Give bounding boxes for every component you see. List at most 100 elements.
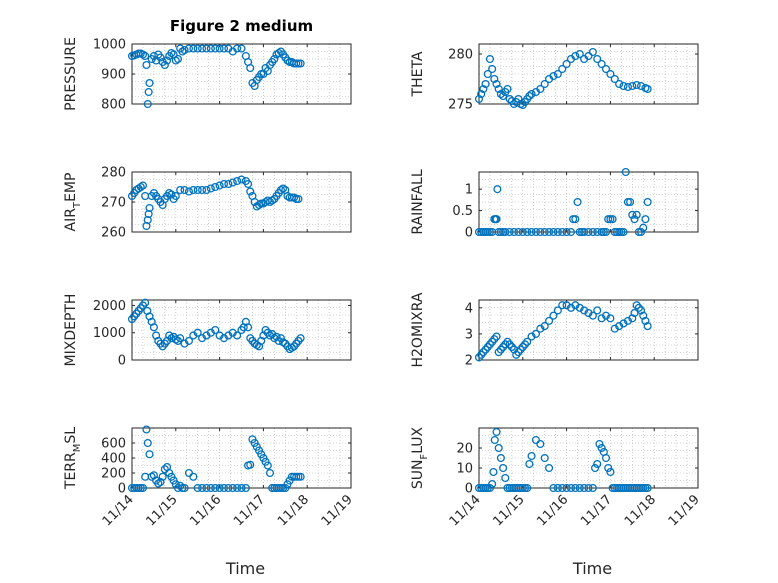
data-point bbox=[549, 227, 558, 237]
axes-box bbox=[131, 299, 352, 361]
data-point bbox=[639, 223, 648, 232]
data-point bbox=[279, 184, 288, 193]
data-point bbox=[536, 324, 545, 333]
data-point bbox=[193, 483, 202, 493]
y-axis-label: H2OMIXRA bbox=[410, 292, 426, 367]
data-point bbox=[160, 60, 169, 70]
y-tick-label: 3 bbox=[465, 327, 473, 342]
data-point bbox=[494, 443, 503, 453]
data-point bbox=[632, 210, 641, 219]
data-point bbox=[246, 460, 255, 469]
data-point bbox=[588, 311, 597, 320]
data-point bbox=[270, 54, 279, 64]
data-point bbox=[294, 194, 303, 204]
data-point bbox=[189, 44, 198, 53]
data-point bbox=[189, 185, 198, 195]
data-point bbox=[523, 483, 532, 493]
data-point bbox=[536, 227, 545, 237]
data-point bbox=[202, 44, 211, 53]
data-point bbox=[580, 483, 589, 493]
y-tick-label: 800 bbox=[101, 98, 126, 113]
data-point bbox=[136, 182, 145, 192]
data-point bbox=[553, 483, 562, 493]
data-point bbox=[178, 47, 187, 56]
subplot-7: 11/14 11/15 11/16 11/17 11/18 11/19 0200400600… bbox=[63, 425, 356, 578]
data-point bbox=[144, 209, 153, 219]
data-point bbox=[490, 435, 499, 445]
data-point bbox=[509, 227, 519, 237]
axes-box bbox=[478, 171, 699, 233]
y-axis-label: RAINFALL bbox=[410, 169, 426, 234]
x-tick-label: 11/18 bbox=[275, 492, 312, 529]
data-point bbox=[621, 167, 630, 177]
data-point bbox=[233, 176, 242, 186]
chart-title: Figure 2 medium bbox=[170, 17, 313, 35]
data-point bbox=[643, 322, 652, 331]
y-axis-label: TERRMSL bbox=[63, 427, 83, 490]
data-point bbox=[545, 227, 554, 237]
data-point bbox=[499, 463, 508, 473]
axes-box bbox=[478, 299, 699, 361]
data-point bbox=[619, 227, 628, 237]
data-point bbox=[145, 450, 154, 459]
data-point bbox=[553, 306, 562, 315]
x-axis-label: Time bbox=[572, 559, 612, 578]
data-point bbox=[296, 472, 305, 481]
data-point bbox=[545, 316, 554, 325]
y-tick-label: 275 bbox=[448, 98, 473, 113]
data-point bbox=[244, 179, 253, 189]
y-axis-label: AIRTEMP bbox=[63, 173, 83, 232]
data-point bbox=[615, 322, 624, 331]
axes-box bbox=[478, 427, 699, 489]
data-point bbox=[171, 191, 180, 201]
data-point bbox=[283, 56, 292, 65]
data-point bbox=[545, 463, 554, 473]
data-point bbox=[549, 71, 558, 81]
axes-box bbox=[478, 43, 699, 105]
data-point bbox=[198, 185, 207, 195]
data-point bbox=[518, 227, 527, 237]
data-point bbox=[211, 182, 220, 192]
data-point bbox=[558, 301, 567, 310]
data-point bbox=[540, 453, 549, 463]
data-point bbox=[158, 472, 167, 481]
subplot-4: 0 0.5 1 RAINFALL bbox=[410, 167, 699, 241]
data-point bbox=[246, 63, 255, 73]
data-point bbox=[562, 301, 571, 310]
data-point bbox=[610, 74, 619, 84]
data-point bbox=[641, 215, 650, 224]
data-point bbox=[143, 438, 152, 448]
data-point bbox=[593, 306, 602, 315]
data-point bbox=[501, 227, 510, 237]
y-axis-label-sub: T bbox=[72, 201, 83, 209]
data-point bbox=[162, 56, 172, 65]
data-point bbox=[219, 44, 229, 53]
data-point bbox=[610, 324, 619, 333]
data-point bbox=[540, 79, 549, 89]
data-point bbox=[492, 79, 501, 89]
data-point bbox=[156, 477, 165, 487]
data-point bbox=[571, 215, 580, 224]
data-point bbox=[268, 196, 277, 205]
data-point bbox=[228, 178, 237, 187]
data-point bbox=[272, 332, 281, 341]
data-point bbox=[601, 453, 611, 463]
y-axis-label-suffix: EMP bbox=[63, 173, 79, 202]
y-tick-label: 280 bbox=[101, 166, 126, 181]
data-point bbox=[165, 188, 174, 198]
data-point bbox=[626, 197, 635, 207]
data-point bbox=[215, 483, 224, 493]
y-tick-label: 0 bbox=[465, 226, 473, 241]
data-point bbox=[553, 69, 562, 79]
data-point bbox=[492, 427, 501, 437]
y-axis-label: THETA bbox=[410, 51, 426, 97]
data-point bbox=[276, 334, 285, 343]
data-point bbox=[167, 190, 176, 199]
data-point bbox=[224, 179, 233, 189]
data-point bbox=[141, 51, 150, 61]
y-tick-label: 0.5 bbox=[452, 204, 473, 219]
x-tick-label: 11/18 bbox=[622, 492, 659, 529]
y-tick-label: 200 bbox=[101, 467, 126, 482]
data-point bbox=[184, 336, 193, 345]
y-tick-label: 600 bbox=[101, 437, 126, 452]
